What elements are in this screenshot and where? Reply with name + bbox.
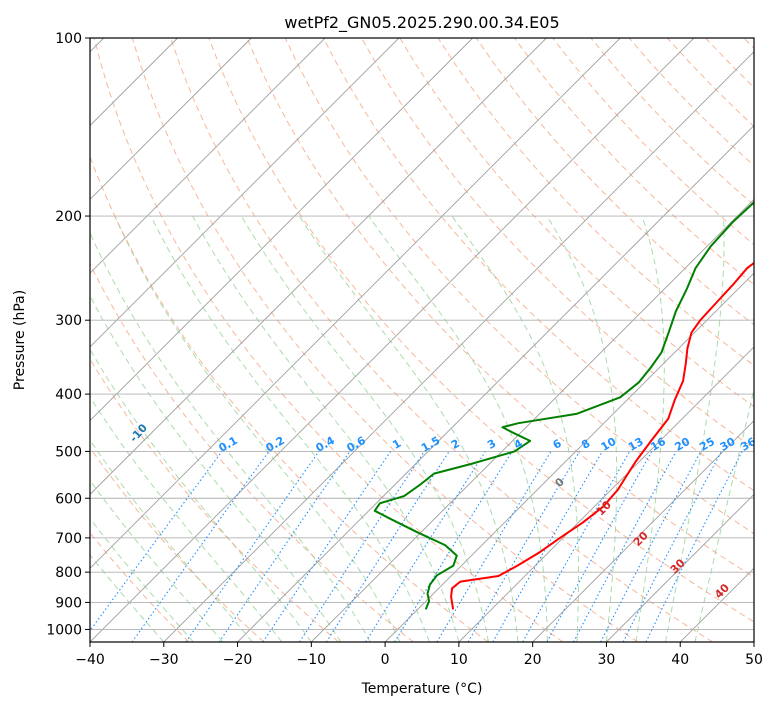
moist-adiabat-line [546,215,618,642]
mixing-ratio-line [573,451,677,642]
mixing-ratio-line [90,451,223,632]
isotherm-line [90,38,326,274]
x-tick-label: −30 [149,652,179,668]
mixing-ratio-line [185,451,320,642]
temperature-profile-line [450,261,754,610]
moist-adiabat-line [192,215,460,642]
mixing-ratio-line [546,451,653,642]
dry-adiabat-line [322,38,754,492]
moist-adiabat-line [90,231,371,642]
moist-adiabat-line [665,215,725,642]
isotherm-line [90,38,473,422]
isotherm-line [532,420,754,642]
moist-adiabat-line [90,479,224,642]
mixing-ratio-line [299,451,425,642]
y-tick-label: 100 [55,31,82,47]
x-tick-label: 30 [598,652,616,668]
skewed-isotherm-grid [90,38,754,642]
isotherm-line [90,38,621,569]
dry-adiabat-lines [90,38,754,642]
chart-title: wetPf2_GN05.2025.290.00.34.E05 [284,13,559,33]
isotherm-line [90,38,547,496]
isotherm-line [311,198,754,642]
moist-adiabat-line [90,396,283,642]
x-axis: −40 −30 −20 −10 0 10 20 30 40 50 [75,642,763,668]
moist-adiabat-line [90,439,253,642]
y-tick-label: 700 [55,531,82,547]
y-axis-title: Pressure (hPa) [12,290,28,390]
dry-adiabat-line [93,38,564,642]
dry-adiabat-line [131,38,639,642]
x-tick-label: 0 [381,652,390,668]
isotherm-line [90,38,252,200]
y-tick-label: 1000 [46,622,82,638]
x-axis-title: Temperature (°C) [361,681,483,697]
mixing-ratio-lines [90,451,743,642]
mixing-ratio-line [394,451,513,642]
mixing-ratio-line [131,451,270,642]
plot-frame [89,37,755,643]
y-tick-label: 800 [55,565,82,581]
y-tick-label: 300 [55,313,82,329]
dry-adiabat-line [90,358,339,642]
moist-adiabat-line [368,215,548,642]
mixing-ratio-line [622,451,722,642]
isobar-grid [90,38,754,630]
moist-adiabat-line [90,348,312,642]
mixing-ratio-line [522,451,631,642]
isotherm-line [606,493,754,642]
x-tick-label: 50 [745,652,763,668]
sounding-profiles [373,200,754,610]
x-tick-label: −20 [223,652,253,668]
y-tick-label: 200 [55,209,82,225]
isotherm-line [458,346,754,642]
dry-adiabat-line [170,38,713,642]
dry-adiabat-line [90,446,265,642]
x-tick-label: −40 [75,652,105,668]
moist-adiabat-line [90,294,342,642]
isotherm-line [384,272,754,642]
mixing-ratio-label: 36 [739,435,759,454]
mixing-ratio-line [325,451,450,642]
dry-adiabat-line [246,38,754,578]
moist-adiabat-line [451,215,579,642]
dewpoint-profile-line [373,200,754,610]
dry-adiabat-line [208,38,754,623]
mixing-ratio-line [645,451,743,642]
mixing-ratio-line [218,451,351,642]
y-tick-label: 400 [55,387,82,403]
isotherm-line [90,38,695,642]
moist-adiabat-line [114,215,401,642]
dry-adiabat-line [437,38,754,367]
x-tick-label: −10 [297,652,327,668]
moist-adiabat-line [150,215,430,642]
dry-adiabat-line [284,38,754,535]
isotherm-line [90,38,400,348]
x-tick-label: 20 [524,652,542,668]
y-tick-label: 600 [55,491,82,507]
dry-adiabat-line [90,262,414,642]
x-tick-label: 40 [671,652,689,668]
x-tick-label: 10 [450,652,468,668]
y-tick-label: 900 [55,595,82,611]
moist-adiabat-lines [90,215,754,642]
y-axis: 100 200 300 400 500 600 700 800 900 1000 [46,31,90,638]
dry-adiabat-line [475,38,754,326]
y-tick-label: 500 [55,444,82,460]
dry-adiabat-line [514,38,754,286]
isotherm-line [237,124,754,642]
isotherm-line [163,51,754,642]
moist-adiabat-line [635,215,665,642]
mixing-ratio-line [262,451,392,642]
